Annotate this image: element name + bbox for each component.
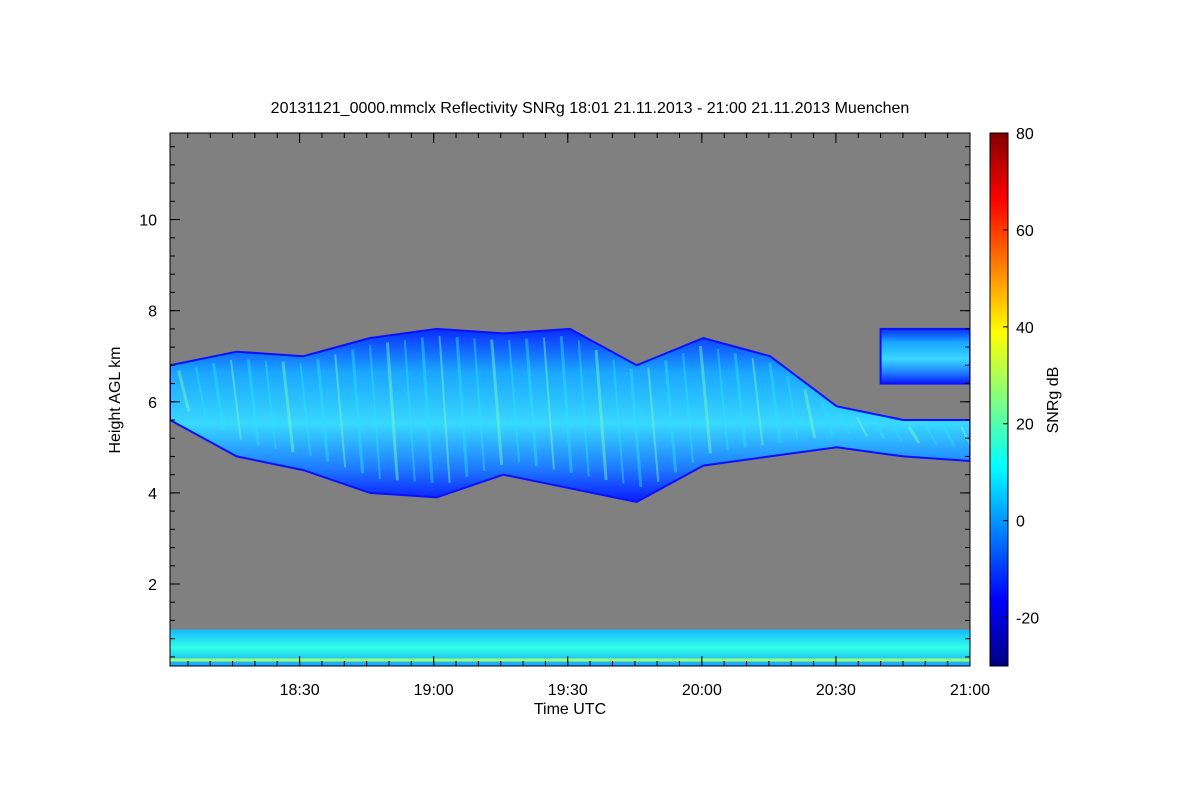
fall-streak bbox=[351, 349, 365, 474]
x-tick-label: 19:00 bbox=[414, 682, 454, 699]
fall-streak bbox=[838, 413, 851, 435]
fall-streak bbox=[647, 367, 660, 483]
fall-streak bbox=[212, 363, 225, 431]
fall-streak bbox=[455, 336, 469, 477]
fall-streak bbox=[698, 345, 712, 454]
x-axis-label: Time UTC bbox=[534, 701, 606, 718]
fall-streak bbox=[542, 337, 555, 470]
colorbar-label: SNRg dB bbox=[1045, 367, 1062, 434]
fall-streak bbox=[299, 362, 312, 457]
fall-streak bbox=[786, 375, 799, 441]
fall-streak bbox=[577, 340, 590, 477]
fall-streak bbox=[629, 368, 643, 488]
fall-streak bbox=[229, 359, 242, 440]
fall-streak bbox=[856, 416, 868, 437]
colorbar-tick-label: 60 bbox=[1016, 223, 1034, 240]
fall-streak bbox=[942, 426, 956, 447]
fall-streak bbox=[195, 366, 208, 421]
fall-streak bbox=[177, 370, 191, 412]
colorbar-tick-label: 0 bbox=[1016, 514, 1025, 531]
radar-echo-layers bbox=[170, 327, 970, 666]
fall-streak bbox=[369, 344, 381, 480]
fall-streak bbox=[420, 337, 434, 483]
fall-streak bbox=[872, 420, 886, 440]
fall-streak bbox=[716, 348, 729, 450]
fall-streak bbox=[682, 353, 694, 464]
fall-streak bbox=[594, 349, 608, 481]
fall-streak bbox=[664, 360, 678, 473]
colorbar: -20 0 20 40 60 80 bbox=[989, 126, 1039, 667]
fall-streak bbox=[490, 339, 504, 466]
fall-streak bbox=[733, 353, 747, 448]
fall-streak bbox=[385, 342, 399, 481]
chart-title: 20131121_0000.mmclx Reflectivity SNRg 18… bbox=[271, 100, 910, 117]
colorbar-gradient bbox=[989, 132, 1009, 667]
fall-streak bbox=[508, 339, 521, 463]
fall-streak bbox=[768, 362, 782, 443]
fall-streak bbox=[264, 360, 277, 449]
colorbar-tick-label: 40 bbox=[1016, 320, 1034, 337]
x-tick-label: 19:30 bbox=[548, 682, 588, 699]
y-tick-label: 10 bbox=[139, 213, 157, 230]
y-tick-label: 6 bbox=[148, 395, 157, 412]
fall-streak bbox=[525, 338, 538, 466]
fall-streak bbox=[803, 388, 817, 439]
fall-streak bbox=[890, 423, 903, 442]
x-tick-label: 18:30 bbox=[280, 682, 320, 699]
colorbar-tick-label: 80 bbox=[1016, 126, 1034, 143]
colorbar-tick-label: -20 bbox=[1016, 611, 1039, 628]
fall-streak bbox=[438, 335, 451, 483]
x-axis: 18:30 19:00 19:30 20:00 20:30 21:00 bbox=[187, 133, 990, 699]
fall-streak bbox=[403, 340, 416, 482]
fall-streak bbox=[559, 336, 573, 474]
fall-streak bbox=[925, 426, 938, 445]
colorbar-tick-label: 20 bbox=[1016, 417, 1034, 434]
y-axis-label: Height AGL km bbox=[107, 346, 124, 453]
fall-streak bbox=[246, 359, 260, 446]
x-tick-label: 21:00 bbox=[950, 682, 990, 699]
y-tick-label: 4 bbox=[148, 486, 157, 503]
cloud-layer-mid bbox=[170, 327, 970, 504]
y-tick-label: 8 bbox=[148, 304, 157, 321]
fall-streak bbox=[281, 361, 295, 453]
x-tick-label: 20:00 bbox=[682, 682, 722, 699]
cloud-layer-upper bbox=[879, 327, 970, 385]
y-tick-label: 2 bbox=[148, 577, 157, 594]
x-tick-label: 20:30 bbox=[816, 682, 856, 699]
fall-streak bbox=[821, 402, 834, 436]
fall-streak bbox=[751, 358, 764, 446]
y-axis: 2 4 6 8 10 bbox=[139, 146, 970, 658]
fall-streak bbox=[473, 338, 486, 471]
fall-streak bbox=[334, 354, 347, 468]
fall-streak bbox=[907, 426, 921, 444]
plot-frame bbox=[169, 132, 971, 667]
fall-streak bbox=[612, 359, 625, 484]
fall-streak bbox=[316, 358, 330, 462]
